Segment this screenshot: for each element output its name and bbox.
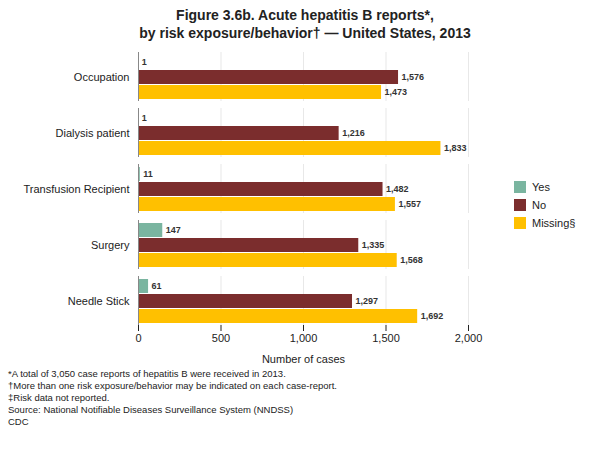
svg-text:Transfusion Recipient: Transfusion Recipient [24,183,130,195]
html-text:by risk exposure/behavior† — U: by risk exposure/behavior† — United Stat… [139,25,471,41]
svg-text:1,500: 1,500 [372,332,400,344]
svg-text:Dialysis patient: Dialysis patient [56,127,130,139]
svg-text:1,568: 1,568 [400,255,423,265]
html-text:Figure 3.6b. Acute hepatitis B: Figure 3.6b. Acute hepatitis B reports*, [176,7,434,23]
svg-text:1,482: 1,482 [386,184,409,194]
svg-text:Surgery: Surgery [91,239,130,251]
svg-text:1,473: 1,473 [385,87,408,97]
svg-text:Needle Stick: Needle Stick [68,295,130,307]
svg-text:1,576: 1,576 [402,72,425,82]
svg-text:1,833: 1,833 [444,143,467,153]
html-text:‡Risk data not reported.: ‡Risk data not reported. [8,392,110,403]
svg-text:1,000: 1,000 [290,332,318,344]
html-text:CDC: CDC [8,416,29,427]
svg-text:1,335: 1,335 [362,240,385,250]
svg-text:147: 147 [166,225,181,235]
svg-text:1,297: 1,297 [356,296,379,306]
svg-text:61: 61 [152,281,162,291]
svg-text:500: 500 [212,332,230,344]
html-text:No: No [532,199,547,211]
svg-text:1: 1 [142,113,147,123]
svg-text:1,216: 1,216 [342,128,365,138]
svg-text:1,557: 1,557 [398,199,421,209]
svg-text:2,000: 2,000 [455,332,483,344]
svg-text:Number of cases: Number of cases [262,353,346,365]
svg-text:11: 11 [143,169,153,179]
svg-text:1: 1 [142,57,147,67]
svg-text:0: 0 [135,332,141,344]
svg-text:Occupation: Occupation [74,71,130,83]
svg-text:1,692: 1,692 [421,311,444,321]
html-text:Yes: Yes [532,181,550,193]
html-text:*A total of 3,050 case reports: *A total of 3,050 case reports of hepati… [8,368,286,379]
html-text:Source: National Notifiable Di: Source: National Notifiable Diseases Sur… [8,404,294,415]
html-text:Missing§: Missing§ [532,217,576,229]
html-text:†More than one risk exposure/b: †More than one risk exposure/behavior ma… [8,380,337,391]
